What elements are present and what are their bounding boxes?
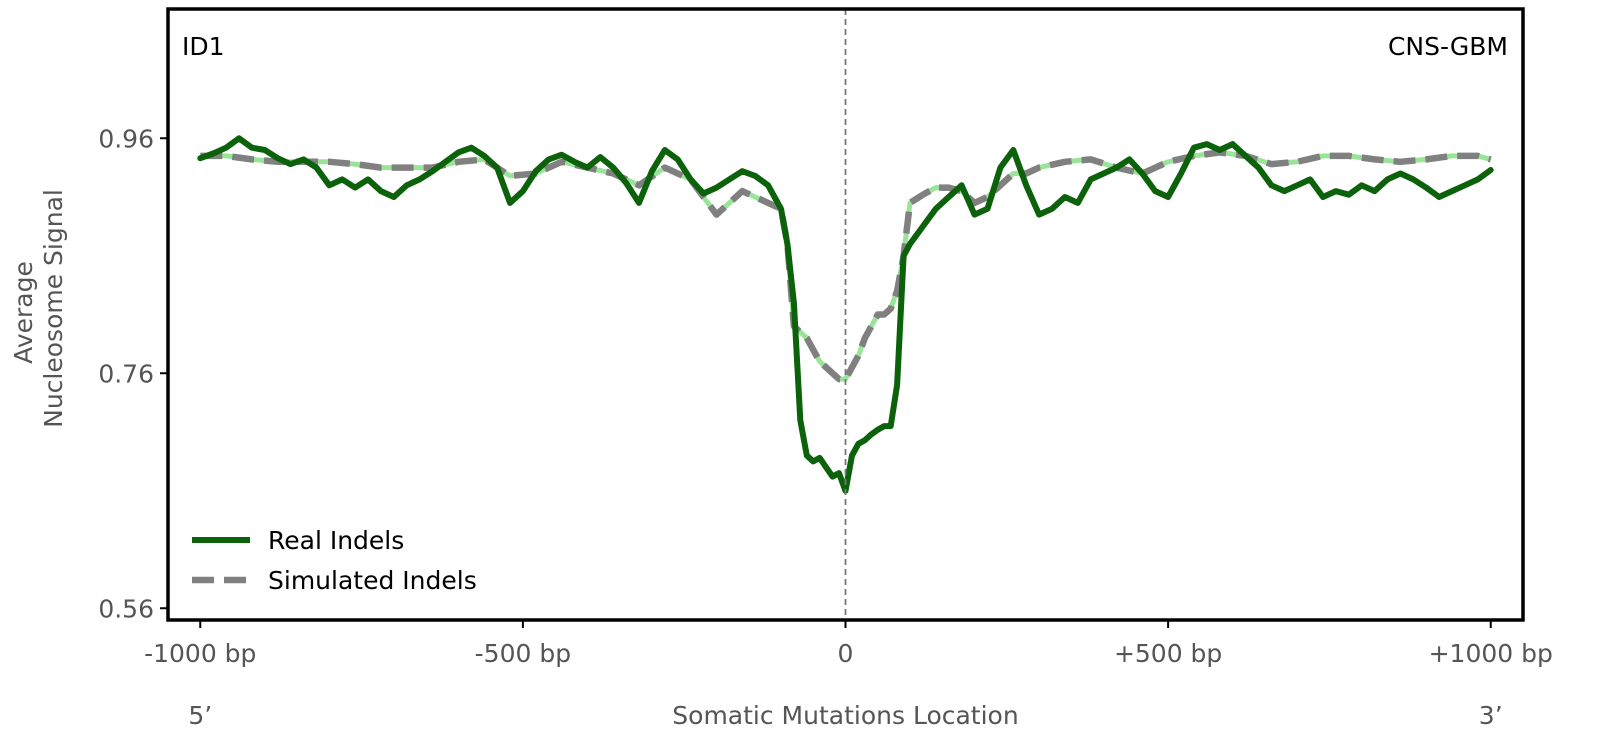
strand-label-3-prime: 3’ (1479, 701, 1503, 730)
x-tick-label: +1000 bp (1429, 639, 1553, 668)
strand-label-5-prime: 5’ (188, 701, 212, 730)
y-axis-title-line-2: Nucleosome Signal (39, 189, 68, 428)
y-tick-label: 0.96 (98, 124, 154, 153)
y-axis-title-line-1: Average (9, 261, 38, 364)
legend-label-real-indels: Real Indels (268, 526, 404, 555)
y-axis-title: Average Nucleosome Signal (9, 189, 68, 428)
x-tick-label: -1000 bp (144, 639, 256, 668)
axis-layer: -1000 bp -500 bp 0 +500 bp +1000 bp 0.56 0.76 0… (98, 124, 1553, 668)
y-tick-label: 0.56 (98, 594, 154, 623)
x-tick-label: +500 bp (1114, 639, 1222, 668)
x-tick-label: 0 (838, 639, 854, 668)
corner-label-left: ID1 (182, 32, 225, 61)
corner-label-right: CNS-GBM (1388, 32, 1508, 61)
x-tick-label: -500 bp (475, 639, 571, 668)
legend-label-simulated-indels: Simulated Indels (268, 566, 477, 595)
y-tick-label: 0.76 (98, 359, 154, 388)
x-axis-title: Somatic Mutations Location (672, 701, 1018, 730)
legend: Real Indels Simulated Indels (192, 526, 477, 595)
